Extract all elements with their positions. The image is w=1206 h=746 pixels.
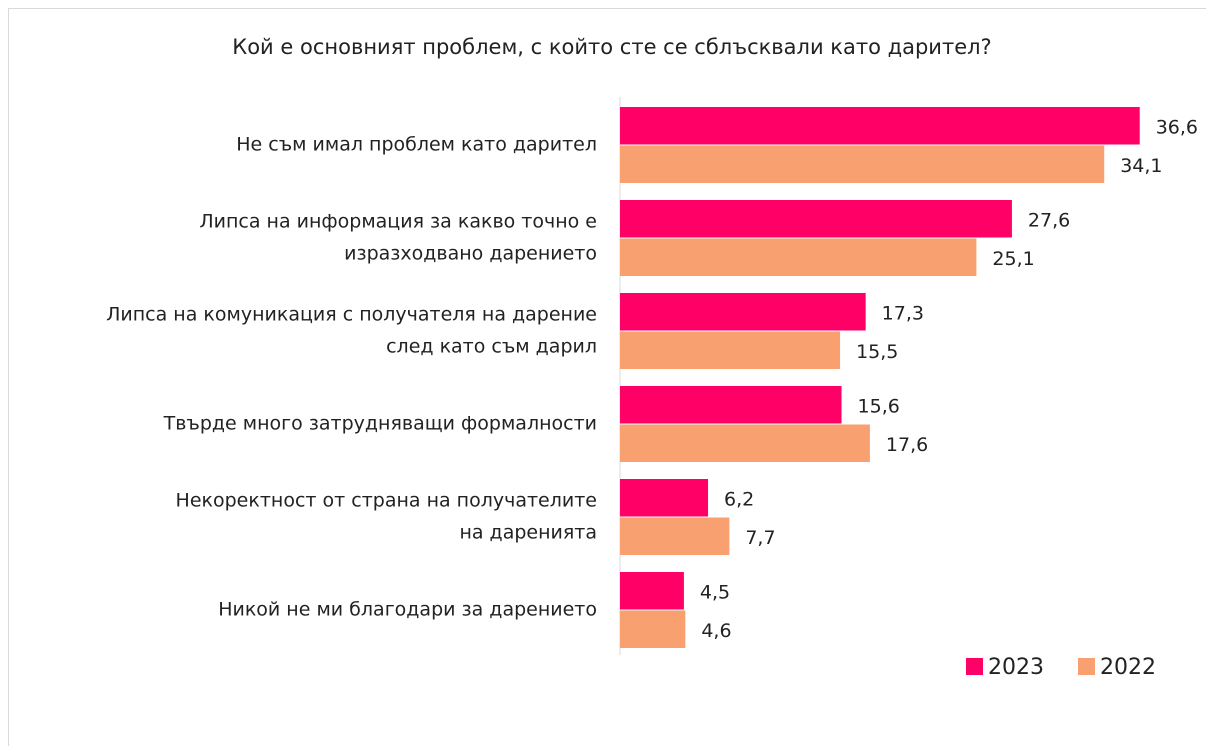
category-label: Твърде много затрудняващи формалности [163, 412, 597, 434]
legend-label: 2022 [1100, 655, 1156, 680]
legend-swatch [1078, 658, 1095, 675]
value-label: 17,6 [886, 434, 928, 456]
bar [620, 517, 730, 555]
chart-title: Кой е основният проблем, с който сте се … [232, 35, 991, 59]
bar [620, 479, 709, 517]
bar [620, 145, 1105, 183]
value-label: 4,5 [700, 581, 730, 603]
category-label-line: Некоректност от страна на получателите [176, 489, 597, 511]
bar [620, 107, 1140, 145]
category-label-line: Не съм имал проблем като дарител [236, 133, 597, 155]
value-label: 17,3 [882, 302, 924, 324]
category-label: Некоректност от страна на получателите на… [176, 489, 597, 543]
category-label-line: Липса на информация за какво точно е [199, 210, 597, 232]
value-label: 27,6 [1028, 209, 1070, 231]
legend-label: 2023 [988, 655, 1044, 680]
bar [620, 238, 977, 276]
value-label: 25,1 [992, 248, 1034, 270]
category-label-line: изразходвано дарението [344, 242, 597, 264]
category-label-line: на даренията [459, 521, 597, 543]
value-label: 15,6 [858, 395, 900, 417]
value-label: 15,5 [856, 341, 898, 363]
category-label-line: след като съм дарил [386, 335, 597, 357]
category-label: Никой не ми благодари за дарението [218, 598, 597, 620]
category-label: Не съм имал проблем като дарител [236, 133, 597, 155]
value-label: 36,6 [1156, 116, 1198, 138]
bar [620, 424, 870, 462]
value-label: 34,1 [1120, 155, 1162, 177]
value-label: 7,7 [745, 527, 775, 549]
category-label: Липса на информация за какво точно е изра… [199, 210, 597, 264]
category-label-line: Твърде много затрудняващи формалности [163, 412, 597, 434]
value-label: 6,2 [724, 488, 754, 510]
legend-swatch [966, 658, 983, 675]
bar [620, 386, 842, 424]
category-label-line: Никой не ми благодари за дарението [218, 598, 597, 620]
bar [620, 331, 841, 369]
value-label: 4,6 [701, 620, 731, 642]
category-label-line: Липса на комуникация с получателя на дар… [106, 303, 597, 325]
bar [620, 572, 684, 610]
bar [620, 293, 866, 331]
category-label: Липса на комуникация с получателя на дар… [106, 303, 597, 357]
bar [620, 610, 686, 648]
bar [620, 200, 1012, 238]
